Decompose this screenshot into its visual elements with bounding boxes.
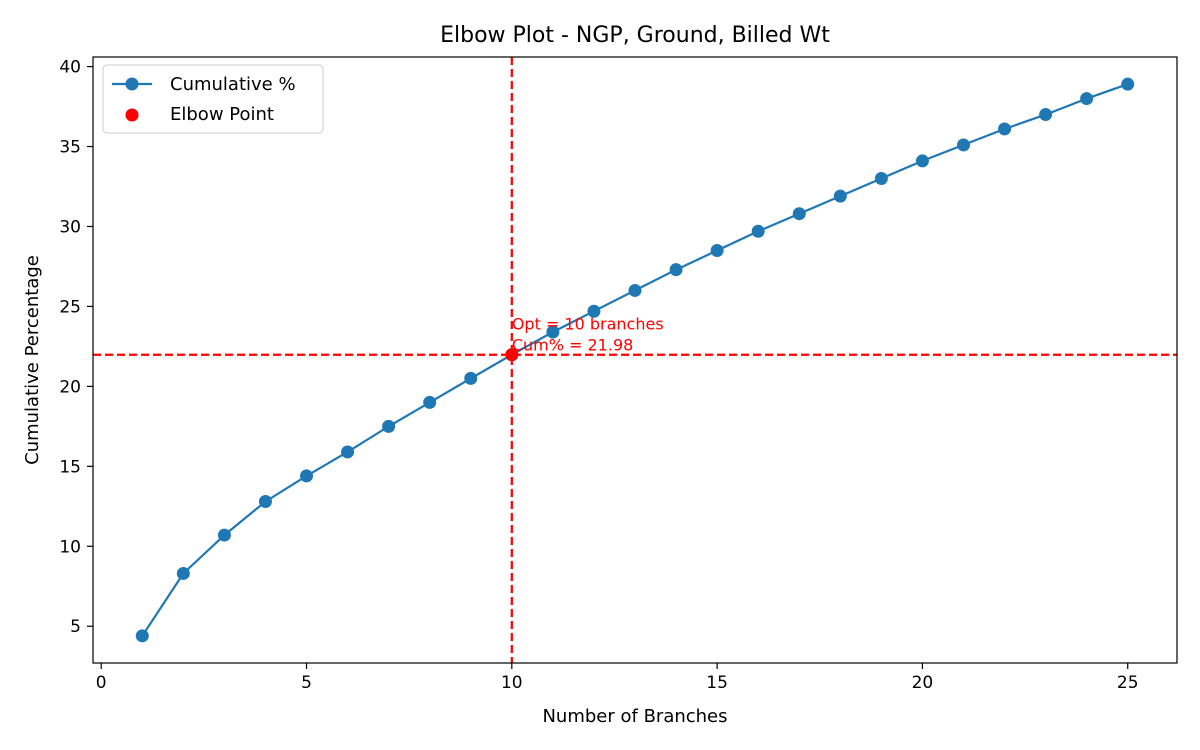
- legend-elbow-marker-icon: [125, 108, 139, 122]
- data-point: [998, 122, 1012, 136]
- data-point: [833, 189, 847, 203]
- data-point: [341, 445, 355, 459]
- elbow-annotation-line2: Cum% = 21.98: [512, 336, 633, 355]
- y-tick-label: 35: [59, 138, 81, 158]
- data-point: [669, 263, 683, 277]
- data-point: [587, 304, 601, 318]
- elbow-point: [505, 348, 519, 362]
- x-axis-label: Number of Branches: [542, 706, 727, 727]
- data-point: [915, 154, 929, 168]
- data-point: [956, 138, 970, 152]
- chart-title: Elbow Plot - NGP, Ground, Billed Wt: [440, 23, 830, 48]
- x-tick-label: 0: [96, 673, 107, 693]
- x-tick-label: 5: [301, 673, 312, 693]
- x-tick-label: 20: [912, 673, 934, 693]
- y-tick-label: 20: [59, 377, 81, 397]
- data-point: [1080, 92, 1094, 106]
- data-point: [792, 207, 806, 221]
- y-tick-label: 5: [70, 617, 81, 637]
- data-point: [135, 629, 149, 643]
- y-tick-label: 30: [59, 217, 81, 237]
- x-tick-label: 15: [706, 673, 728, 693]
- plot-frame: [92, 56, 1178, 664]
- data-point: [300, 469, 314, 483]
- x-tick-label: 10: [501, 673, 523, 693]
- legend-series-label: Cumulative %: [170, 74, 296, 95]
- x-tick-label: 25: [1117, 673, 1139, 693]
- y-tick-label: 40: [59, 58, 81, 78]
- data-point: [217, 528, 231, 542]
- data-point: [628, 283, 642, 297]
- elbow-annotation-line1: Opt = 10 branches: [512, 315, 664, 334]
- legend-box: [102, 64, 324, 134]
- data-point: [464, 371, 478, 385]
- y-tick-label: 25: [59, 297, 81, 317]
- plot-area: Opt = 10 branches Cum% = 21.98: [93, 57, 1177, 663]
- data-point: [751, 224, 765, 238]
- data-point: [423, 395, 437, 409]
- y-axis-label: Cumulative Percentage: [22, 255, 43, 465]
- legend-series-marker-icon: [125, 77, 139, 91]
- data-point: [382, 419, 396, 433]
- y-tick-label: 15: [59, 457, 81, 477]
- data-point: [258, 495, 272, 509]
- legend: Cumulative % Elbow Point: [102, 64, 324, 134]
- data-point: [546, 325, 560, 339]
- data-point: [176, 566, 190, 580]
- data-point: [1039, 108, 1053, 122]
- data-point: [1121, 77, 1135, 91]
- axis-ticks: 0 5 10 15 20 25 5 10 15 20 25 30 35 40: [59, 58, 1138, 693]
- legend-elbow-label: Elbow Point: [170, 104, 274, 125]
- data-point: [874, 172, 888, 186]
- y-tick-label: 10: [59, 537, 81, 557]
- data-point: [710, 243, 724, 257]
